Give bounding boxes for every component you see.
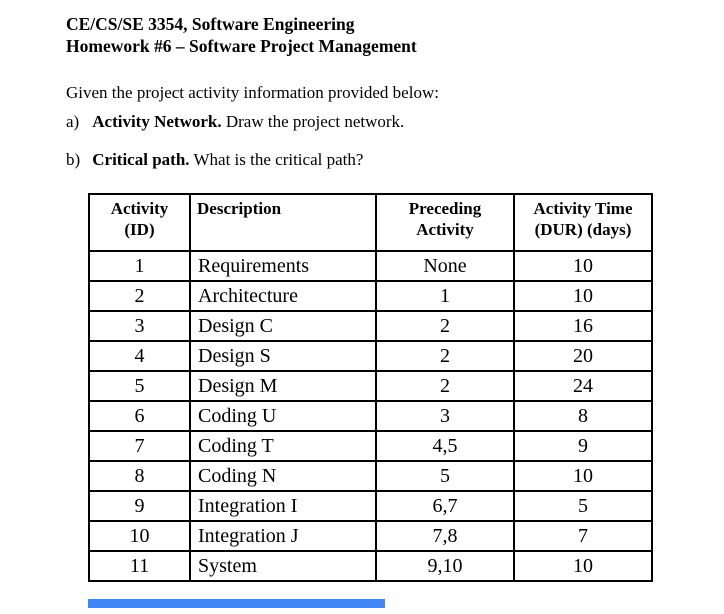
question-a: a) Activity Network. Draw the project ne… bbox=[66, 112, 404, 132]
cell-activity-id: 9 bbox=[88, 490, 191, 522]
cell-duration: 20 bbox=[513, 340, 653, 372]
cell-preceding: 6,7 bbox=[375, 490, 515, 522]
cell-preceding: 5 bbox=[375, 460, 515, 492]
cell-preceding: 7,8 bbox=[375, 520, 515, 552]
table-row: 10 Integration J 7,8 7 bbox=[88, 520, 653, 552]
question-b: b) Critical path. What is the critical p… bbox=[66, 150, 363, 170]
cell-description: Design M bbox=[189, 370, 377, 402]
cell-description: System bbox=[189, 550, 377, 582]
col-header-activity-id: Activity (ID) bbox=[88, 193, 191, 252]
cell-preceding: 2 bbox=[375, 310, 515, 342]
cell-duration: 10 bbox=[513, 460, 653, 492]
question-b-label: Critical path. bbox=[92, 150, 190, 169]
cell-duration: 10 bbox=[513, 280, 653, 312]
table-row: 4 Design S 2 20 bbox=[88, 340, 653, 372]
document-title-block: CE/CS/SE 3354, Software Engineering Home… bbox=[66, 13, 417, 57]
cell-duration: 24 bbox=[513, 370, 653, 402]
cell-activity-id: 4 bbox=[88, 340, 191, 372]
cell-description: Requirements bbox=[189, 250, 377, 282]
table-row: 3 Design C 2 16 bbox=[88, 310, 653, 342]
cell-description: Design S bbox=[189, 340, 377, 372]
question-a-marker: a) bbox=[66, 112, 80, 131]
cell-preceding: 4,5 bbox=[375, 430, 515, 462]
header-line: Preceding bbox=[408, 199, 482, 218]
table-row: 5 Design M 2 24 bbox=[88, 370, 653, 402]
cell-activity-id: 8 bbox=[88, 460, 191, 492]
table-row: 9 Integration I 6,7 5 bbox=[88, 490, 653, 522]
table-row: 7 Coding T 4,5 9 bbox=[88, 430, 653, 462]
cell-description: Coding T bbox=[189, 430, 377, 462]
cell-description: Design C bbox=[189, 310, 377, 342]
question-b-text: What is the critical path? bbox=[193, 150, 364, 169]
cell-activity-id: 3 bbox=[88, 310, 191, 342]
header-line: Activity Time bbox=[533, 199, 633, 218]
cell-duration: 8 bbox=[513, 400, 653, 432]
cell-preceding: 1 bbox=[375, 280, 515, 312]
cell-preceding: 9,10 bbox=[375, 550, 515, 582]
cell-preceding: 2 bbox=[375, 340, 515, 372]
cell-activity-id: 6 bbox=[88, 400, 191, 432]
header-line: (ID) bbox=[124, 220, 155, 239]
col-header-preceding-activity: Preceding Activity bbox=[375, 193, 515, 252]
cell-duration: 10 bbox=[513, 550, 653, 582]
homework-title: Homework #6 – Software Project Managemen… bbox=[66, 36, 417, 56]
cell-duration: 5 bbox=[513, 490, 653, 522]
cell-description: Integration I bbox=[189, 490, 377, 522]
header-line: (DUR) (days) bbox=[534, 220, 632, 239]
header-line: Activity bbox=[416, 220, 474, 239]
table-row: 11 System 9,10 10 bbox=[88, 550, 653, 582]
activity-table: Activity (ID) Description Preceding Acti… bbox=[88, 193, 653, 582]
intro-text: Given the project activity information p… bbox=[66, 83, 439, 102]
question-b-marker: b) bbox=[66, 150, 81, 169]
table-row: 1 Requirements None 10 bbox=[88, 250, 653, 282]
question-a-label: Activity Network. bbox=[92, 112, 222, 131]
table-row: 2 Architecture 1 10 bbox=[88, 280, 653, 312]
cell-duration: 7 bbox=[513, 520, 653, 552]
header-line: Description bbox=[197, 199, 282, 218]
cell-duration: 16 bbox=[513, 310, 653, 342]
cell-activity-id: 2 bbox=[88, 280, 191, 312]
cell-description: Architecture bbox=[189, 280, 377, 312]
cell-preceding: 3 bbox=[375, 400, 515, 432]
cell-activity-id: 11 bbox=[88, 550, 191, 582]
cell-preceding: 2 bbox=[375, 370, 515, 402]
course-title: CE/CS/SE 3354, Software Engineering bbox=[66, 14, 355, 34]
selection-highlight-bar bbox=[88, 599, 385, 608]
cell-activity-id: 10 bbox=[88, 520, 191, 552]
cell-activity-id: 1 bbox=[88, 250, 191, 282]
table-row: 6 Coding U 3 8 bbox=[88, 400, 653, 432]
cell-description: Coding N bbox=[189, 460, 377, 492]
question-a-text: Draw the project network. bbox=[225, 112, 405, 131]
table-header-row: Activity (ID) Description Preceding Acti… bbox=[88, 193, 653, 252]
cell-preceding: None bbox=[375, 250, 515, 282]
header-line: Activity bbox=[110, 199, 169, 218]
cell-description: Integration J bbox=[189, 520, 377, 552]
cell-activity-id: 7 bbox=[88, 430, 191, 462]
table-row: 8 Coding N 5 10 bbox=[88, 460, 653, 492]
cell-duration: 9 bbox=[513, 430, 653, 462]
cell-description: Coding U bbox=[189, 400, 377, 432]
col-header-description: Description bbox=[189, 193, 377, 252]
col-header-activity-time: Activity Time (DUR) (days) bbox=[513, 193, 653, 252]
cell-duration: 10 bbox=[513, 250, 653, 282]
cell-activity-id: 5 bbox=[88, 370, 191, 402]
